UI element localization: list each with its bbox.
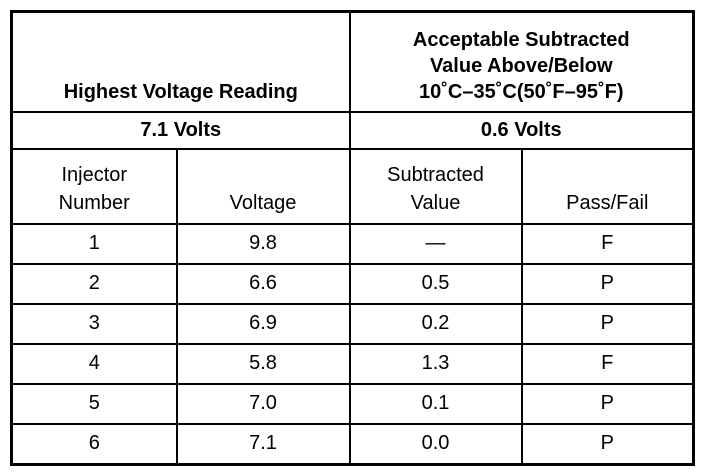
- summary-row: 7.1 Volts 0.6 Volts: [10, 110, 695, 150]
- highest-value: 7.1 Volts: [10, 110, 351, 150]
- cell: 7.1: [175, 422, 351, 466]
- cell: 5: [10, 382, 178, 425]
- cell: 9.8: [175, 222, 351, 265]
- header-line: Value Above/Below: [429, 54, 613, 77]
- cell: 6.6: [175, 262, 351, 305]
- voltage-table: Highest Voltage Reading Acceptable Subtr…: [10, 10, 696, 466]
- data-row: 3 6.9 0.2 P: [10, 302, 695, 345]
- column-header-line: Subtracted: [387, 163, 484, 186]
- data-row: 1 9.8— F: [10, 222, 695, 265]
- column-header: Injector Number: [10, 147, 178, 225]
- column-header-line: Injector: [61, 163, 128, 186]
- data-row: 4 5.8 1.3 F: [10, 342, 695, 385]
- data-row: 2 6.6 0.5 P: [10, 262, 695, 305]
- cell: 5.8: [175, 342, 351, 385]
- cell: —: [348, 222, 523, 265]
- cell: 0.2: [348, 302, 523, 345]
- cell: P: [520, 262, 695, 305]
- cell: 6.9: [175, 302, 351, 345]
- cell: P: [520, 422, 695, 466]
- cell: 2: [10, 262, 178, 305]
- data-row: 6 7.1 0.0 P: [10, 422, 695, 466]
- acceptable-value: 0.6 Volts: [348, 110, 695, 150]
- cell: 7.0: [175, 382, 351, 425]
- column-header: Voltage: [175, 147, 351, 225]
- column-header-line: Value: [410, 191, 461, 214]
- cell: 1.3: [348, 342, 523, 385]
- column-header-row: Injector Number Voltage Subtracted Value Pass…: [10, 147, 695, 225]
- column-header: Subtracted Value: [348, 147, 523, 225]
- cell: 3: [10, 302, 178, 345]
- cell: P: [520, 382, 695, 425]
- column-header: Pass/Fail: [520, 147, 695, 225]
- table-body: 1 9.8— F 2 6.6 0.5 P 3 6.9 0.2 P 4 5.8 1.3 F 5 7.0 0.1 P 6 7…: [10, 222, 695, 466]
- cell: 0.5: [348, 262, 523, 305]
- cell: 1: [10, 222, 178, 265]
- column-header-line: Number: [58, 191, 130, 214]
- header-right: Acceptable Subtracted Value Above/Below …: [348, 10, 695, 113]
- data-row: 5 7.0 0.1 P: [10, 382, 695, 425]
- header-left: Highest Voltage Reading: [10, 10, 351, 113]
- cell: F: [520, 222, 695, 265]
- cell: F: [520, 342, 695, 385]
- header-row: Highest Voltage Reading Acceptable Subtr…: [10, 10, 695, 113]
- header-line: Acceptable Subtracted: [412, 28, 630, 51]
- header-line: 10˚C–35˚C(50˚F–95˚F): [419, 80, 624, 103]
- cell: 0.1: [348, 382, 523, 425]
- cell: P: [520, 302, 695, 345]
- cell: 6: [10, 422, 178, 466]
- cell: 0.0: [348, 422, 523, 466]
- column-header-line: Voltage: [229, 191, 297, 214]
- cell: 4: [10, 342, 178, 385]
- column-header-line: Pass/Fail: [566, 191, 649, 214]
